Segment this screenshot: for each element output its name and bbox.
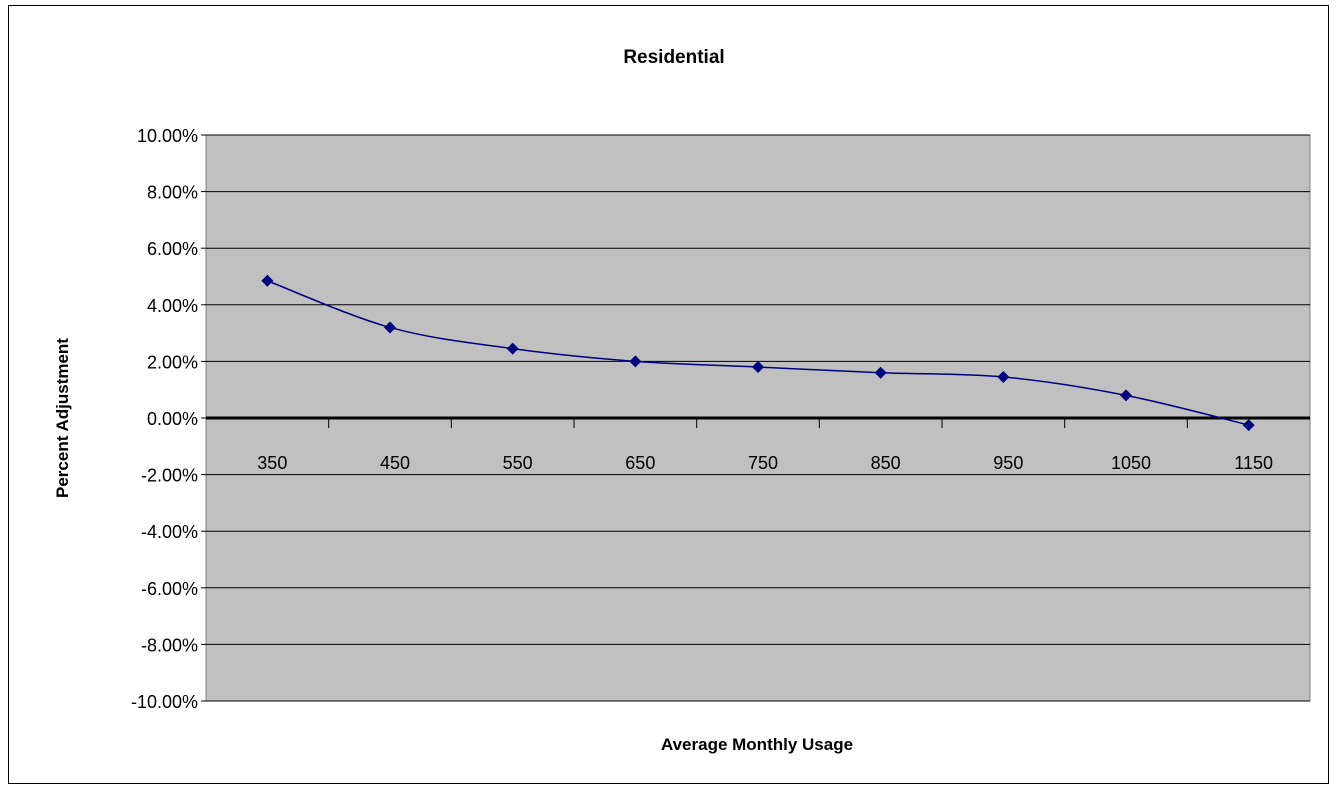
data-point-marker — [997, 370, 1010, 383]
x-tick-label: 1050 — [1111, 453, 1151, 473]
y-axis-tick-labels: 10.00% 8.00% 6.00% 4.00% 2.00% 0.00% -2.00% -4.… — [131, 126, 198, 712]
y-axis-title: Percent Adjustment — [53, 338, 72, 498]
y-tick-label: 4.00% — [147, 296, 198, 316]
data-point-marker — [1242, 419, 1255, 432]
x-tick-label: 550 — [503, 453, 533, 473]
data-point-marker — [752, 361, 764, 374]
x-axis: 350 450 550 650 750 850 950 1050 1150 — [206, 416, 1310, 473]
y-tick-label: -2.00% — [141, 466, 198, 486]
series — [261, 274, 1255, 432]
y-tick-label: -8.00% — [141, 635, 198, 655]
y-tick-label: -10.00% — [131, 692, 198, 712]
x-tick-label: 650 — [625, 453, 655, 473]
data-point-marker — [261, 274, 274, 287]
y-tick-label: -4.00% — [141, 522, 198, 542]
x-tick-label: 350 — [257, 453, 287, 473]
x-tick-label: 850 — [871, 453, 901, 473]
x-tick-label: 1150 — [1234, 453, 1273, 473]
data-point-marker — [1120, 389, 1132, 402]
x-tick-label: 450 — [380, 453, 410, 473]
y-tick-label: 8.00% — [147, 183, 198, 203]
x-tick-label: 750 — [748, 453, 778, 473]
y-tick-label: 6.00% — [147, 239, 198, 259]
data-point-marker — [384, 321, 396, 334]
y-tick-label: 0.00% — [147, 409, 198, 429]
gridlines — [201, 134, 1310, 702]
y-tick-label: 10.00% — [137, 126, 198, 146]
y-tick-label: -6.00% — [141, 579, 198, 599]
chart-title: Residential — [623, 47, 724, 68]
data-point-marker — [629, 355, 642, 368]
data-point-marker — [506, 342, 519, 355]
data-point-marker — [874, 366, 887, 379]
x-tick-label: 950 — [993, 453, 1023, 473]
x-axis-title: Average Monthly Usage — [661, 735, 853, 754]
y-tick-label: 2.00% — [147, 352, 198, 372]
